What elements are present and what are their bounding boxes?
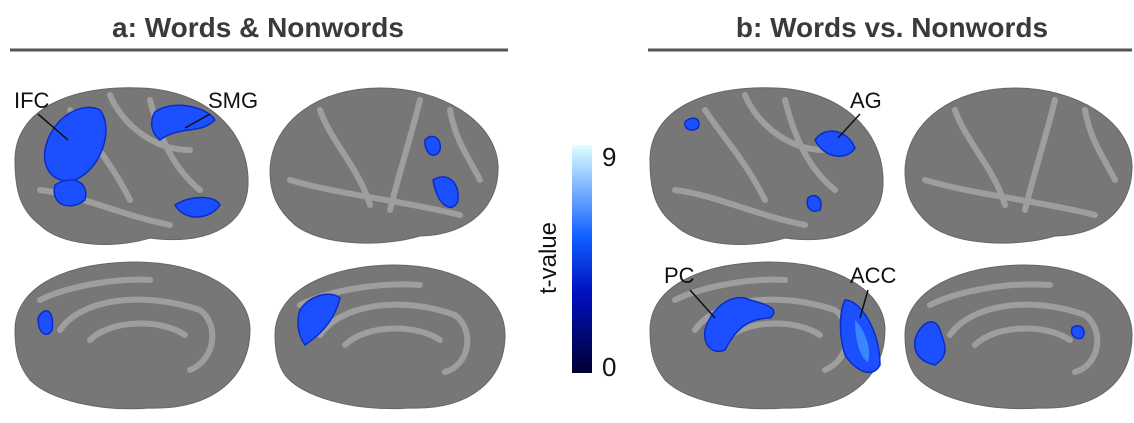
brain-lateral-right	[905, 88, 1132, 243]
colorbar-min: 0	[602, 352, 616, 382]
colorbar	[572, 145, 592, 373]
colorbar-max: 9	[602, 142, 616, 172]
brain-medial-left	[15, 262, 250, 409]
figure: a: Words & Nonwords b: Words vs. Nonword…	[0, 0, 1134, 423]
region-label: IFC	[14, 88, 50, 113]
panel-title: b: Words vs. Nonwords	[736, 12, 1048, 43]
region-label: AG	[850, 88, 882, 113]
panel-title: a: Words & Nonwords	[112, 12, 404, 43]
region-label: ACC	[850, 263, 897, 288]
colorbar-label: t-value	[535, 222, 562, 294]
brain-medial-right	[275, 265, 505, 409]
region-label: SMG	[208, 88, 258, 113]
region-label: PC	[664, 263, 695, 288]
brain-lateral-left	[650, 88, 883, 245]
brain-lateral-right	[270, 88, 498, 243]
brain-medial-right	[905, 265, 1132, 409]
